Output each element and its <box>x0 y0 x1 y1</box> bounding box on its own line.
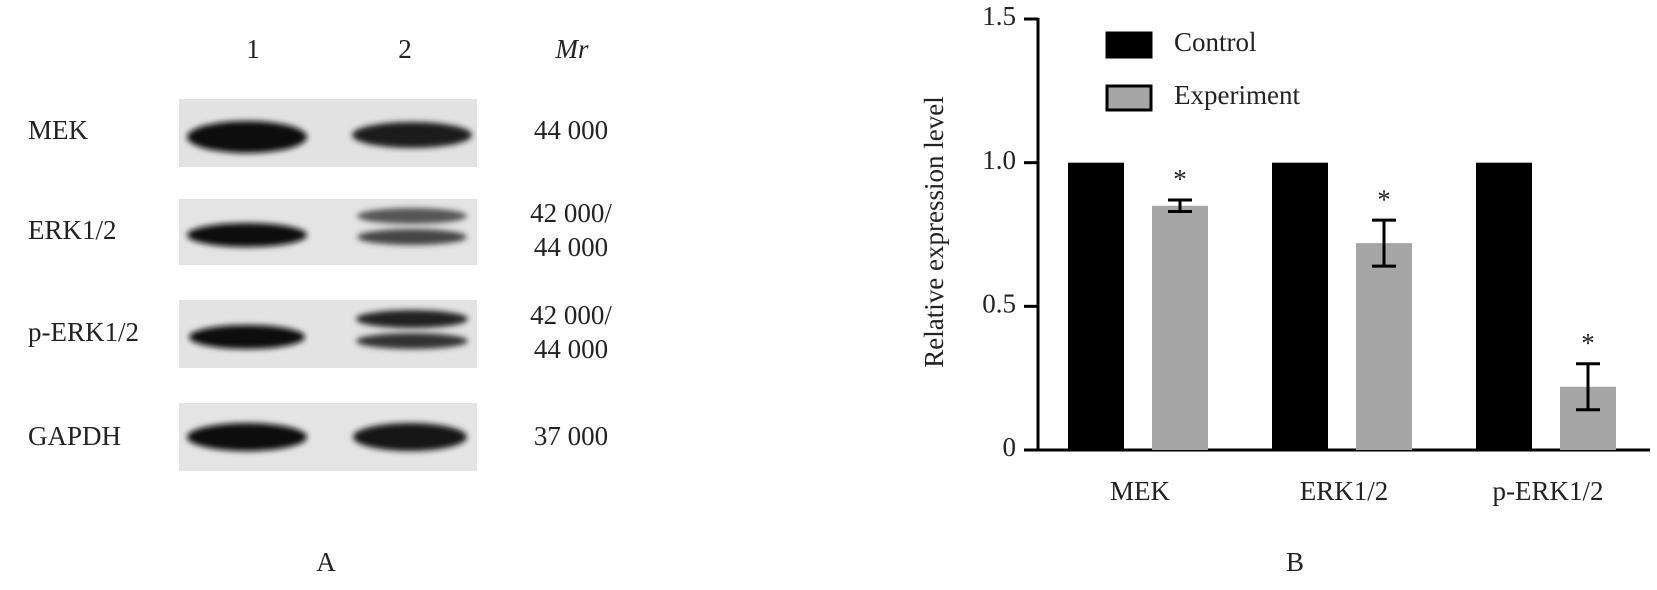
significance-marker: * <box>1173 164 1187 194</box>
lane-label: 2 <box>398 34 412 64</box>
bar <box>1068 162 1124 450</box>
bar <box>1272 162 1328 450</box>
mr-value: 44 000 <box>534 115 608 145</box>
mr-value: 44 000 <box>534 334 608 364</box>
error-bar <box>1168 198 1192 214</box>
mr-value: 37 000 <box>534 421 608 451</box>
mr-header: Mr <box>555 34 589 64</box>
mr-value: 44 000 <box>534 232 608 262</box>
error-bar <box>1576 362 1600 412</box>
legend-label: Experiment <box>1174 80 1300 110</box>
panel-label: A <box>316 547 336 577</box>
blot-band <box>352 122 472 148</box>
blot-band <box>189 325 305 349</box>
panel-label: B <box>1286 547 1304 577</box>
x-tick-label: MEK <box>1110 476 1171 506</box>
y-axis-label: Relative expression level <box>919 96 949 367</box>
blot-band <box>357 229 467 245</box>
blot-band <box>357 208 467 224</box>
row-label: MEK <box>28 115 89 145</box>
mr-value: 42 000/ <box>530 198 612 228</box>
blot-band <box>356 310 468 328</box>
row-label: ERK1/2 <box>28 215 117 245</box>
blot-band <box>187 121 307 153</box>
blot-band <box>187 423 307 451</box>
mr-value: 42 000/ <box>530 300 612 330</box>
bar <box>1152 205 1208 450</box>
legend-swatch <box>1105 31 1153 59</box>
y-tick-label: 0.5 <box>982 289 1016 319</box>
blot-band <box>353 423 467 451</box>
error-bar <box>1372 218 1396 268</box>
y-tick-label: 1.5 <box>982 1 1016 31</box>
y-tick-label: 0 <box>1003 432 1017 462</box>
significance-marker: * <box>1581 328 1595 358</box>
blot-band <box>187 223 307 247</box>
legend-swatch <box>1105 84 1153 112</box>
blot-band <box>356 333 468 349</box>
bar <box>1476 162 1532 450</box>
bar <box>1356 243 1412 450</box>
x-tick-label: p-ERK1/2 <box>1493 476 1604 506</box>
lane-label: 1 <box>246 34 260 64</box>
y-tick-label: 1.0 <box>982 145 1016 175</box>
row-label: GAPDH <box>28 421 121 451</box>
western-blot <box>179 99 477 471</box>
row-label: p-ERK1/2 <box>28 317 139 347</box>
legend-label: Control <box>1174 27 1257 57</box>
x-tick-label: ERK1/2 <box>1300 476 1389 506</box>
significance-marker: * <box>1377 184 1391 214</box>
